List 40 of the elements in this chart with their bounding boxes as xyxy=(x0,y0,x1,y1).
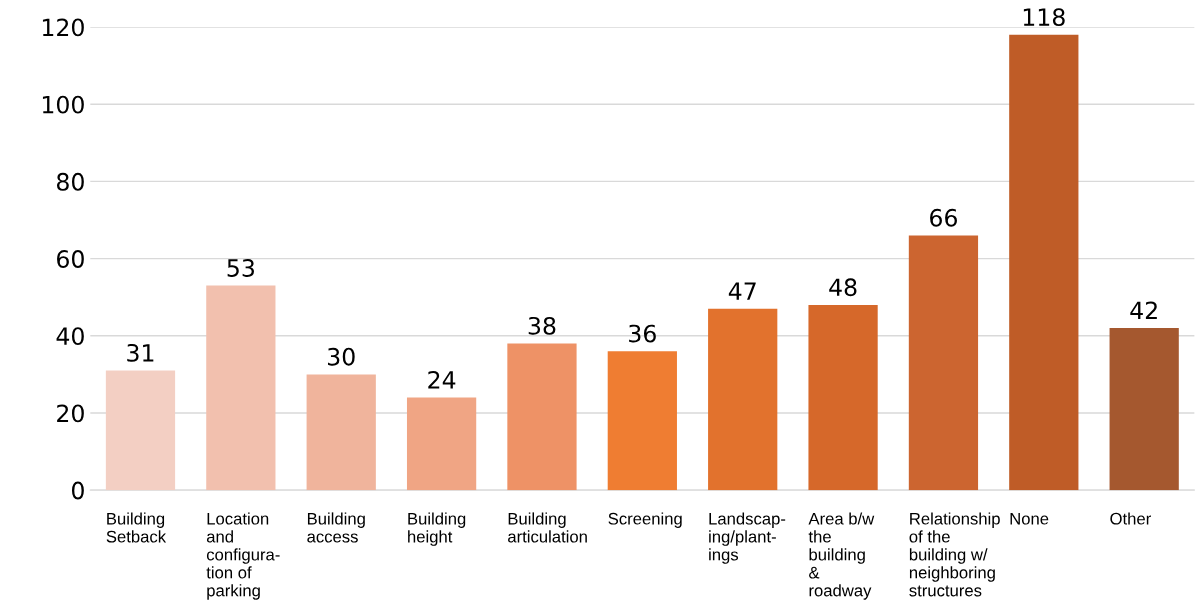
bar xyxy=(708,308,778,491)
bar xyxy=(607,351,677,491)
x-tick-label: Building articulation xyxy=(508,512,587,543)
x-tick-label: None xyxy=(1010,512,1049,525)
y-tick-label: 60 xyxy=(57,250,84,268)
x-tick-label: Building access xyxy=(307,512,365,543)
data-label: 38 xyxy=(528,316,556,335)
data-label: 36 xyxy=(629,324,656,343)
x-tick-label: Building Setback xyxy=(106,512,167,543)
y-tick-label: 20 xyxy=(57,404,84,423)
bar xyxy=(808,304,878,491)
x-tick-label: Screening xyxy=(608,512,682,528)
y-tick-label: 120 xyxy=(42,18,84,37)
data-label: 47 xyxy=(728,282,756,300)
data-label: 31 xyxy=(127,343,154,362)
x-tick-label: Other xyxy=(1110,512,1151,525)
x-tick-label: Area b/w the building & roadway xyxy=(808,512,875,600)
bar xyxy=(105,370,176,491)
x-tick-label: Building height xyxy=(408,512,466,546)
data-label: 42 xyxy=(1130,301,1157,319)
data-label: 53 xyxy=(227,259,254,277)
data-label: 30 xyxy=(328,347,355,366)
data-label: 48 xyxy=(829,278,857,297)
bar xyxy=(908,235,979,491)
x-tick-label: Relationship of the building w/ neighboring structures xyxy=(909,512,1000,597)
y-tick-label: 80 xyxy=(56,172,84,191)
x-tick-label: Location and configura- tion of parking xyxy=(206,512,280,600)
bar xyxy=(406,397,477,491)
x-tick-label: Landscap- ing/plant- ings xyxy=(709,512,786,564)
y-tick-label: 100 xyxy=(42,95,84,114)
bar xyxy=(1009,34,1079,491)
bar xyxy=(206,285,276,491)
y-tick-label: 0 xyxy=(71,481,84,500)
y-tick-label: 40 xyxy=(56,327,84,346)
data-label: 24 xyxy=(428,370,456,389)
data-label: 118 xyxy=(1023,8,1065,27)
bar xyxy=(306,374,376,491)
bar xyxy=(1109,328,1179,491)
bar xyxy=(507,343,577,491)
data-label: 66 xyxy=(930,208,957,227)
